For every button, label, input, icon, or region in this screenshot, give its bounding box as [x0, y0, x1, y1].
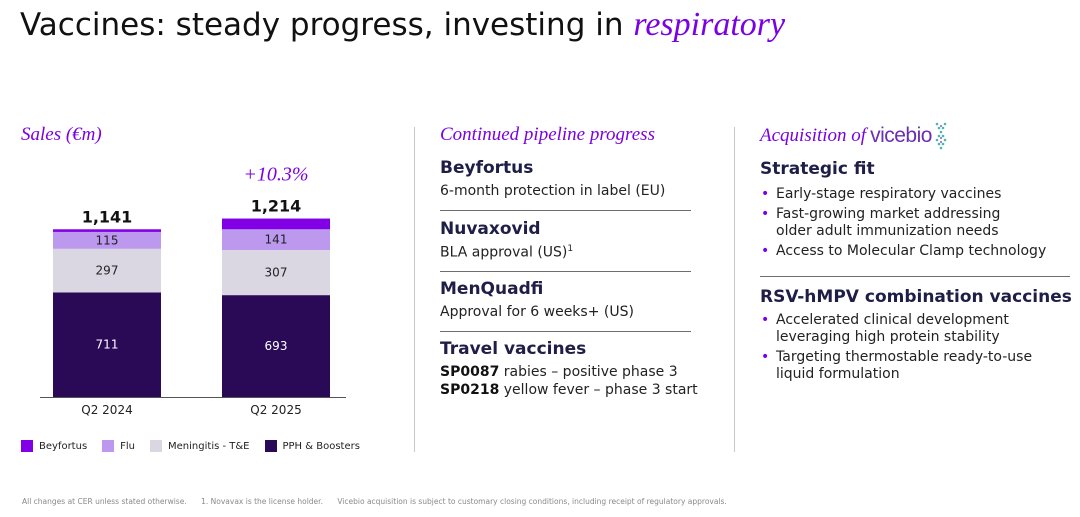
- pipeline-item-menquadfi: MenQuadfi Approval for 6 weeks+ (US): [440, 279, 691, 320]
- pipeline-title: Continued pipeline progress: [440, 124, 655, 145]
- vicebio-logo-text: vicebio: [870, 124, 932, 147]
- list-item: • Fast-growing market addressing older ad…: [760, 206, 1070, 240]
- rsv-list: • Accelerated clinical development levera…: [760, 312, 1070, 386]
- bar-segment: [222, 229, 330, 250]
- strategic-fit-list: • Early-stage respiratory vaccines • Fast-…: [760, 186, 1070, 263]
- list-item: • Early-stage respiratory vaccines: [760, 186, 1070, 203]
- list-item-text: Targeting thermostable ready-to-use liqu…: [776, 349, 1033, 382]
- bar-segment: [53, 248, 161, 293]
- acquisition-separator: [760, 276, 1070, 277]
- bar-segment: [53, 229, 161, 232]
- bar-segment: [222, 218, 330, 230]
- bar-segment: [53, 292, 161, 397]
- bullet-icon: •: [761, 186, 770, 202]
- pipeline-item-name: Travel vaccines: [440, 339, 587, 359]
- total-label: 1,141: [82, 207, 133, 226]
- legend-swatch: [150, 440, 163, 452]
- list-item-text: Early-stage respiratory vaccines: [776, 186, 1002, 202]
- page-title-accent: respiratory: [633, 6, 786, 43]
- dna-helix-icon: [935, 122, 947, 150]
- pipeline-separator: [440, 331, 691, 332]
- travel-text: yellow fever – phase 3 start: [499, 382, 698, 398]
- pipeline-item-name: Beyfortus: [440, 158, 534, 178]
- pipeline-item-nuvaxovid: Nuvaxovid BLA approval (US)1: [440, 219, 691, 261]
- footnote-marker: 1: [567, 244, 574, 254]
- pipeline-item-desc: BLA approval (US)1: [440, 244, 691, 261]
- pipeline-separator: [440, 210, 691, 211]
- footer-note: All changes at CER unless stated otherwi…: [22, 497, 187, 506]
- segment-label: 307: [265, 266, 288, 280]
- footer-note: Vicebio acquisition is subject to custom…: [337, 497, 727, 506]
- legend-label: Meningitis - T&E: [168, 440, 250, 452]
- category-label: Q2 2025: [250, 403, 301, 417]
- pipeline-item-beyfortus: Beyfortus 6-month protection in label (E…: [440, 158, 691, 199]
- acquisition-title-text: Acquisition of: [760, 125, 867, 146]
- segment-label: 693: [265, 339, 288, 353]
- legend-item: Flu: [102, 440, 135, 452]
- legend-item: PPH & Boosters: [264, 440, 360, 452]
- segment-label: 115: [96, 233, 119, 247]
- segment-label: 141: [265, 233, 288, 247]
- bar-segment: [222, 295, 330, 397]
- chart-bars: [40, 218, 346, 398]
- legend-item: Beyfortus: [21, 440, 87, 452]
- pipeline-item-travel: Travel vaccines SP0087 rabies – positive…: [440, 339, 698, 399]
- travel-line: SP0218 yellow fever – phase 3 start: [440, 381, 698, 399]
- category-label: Q2 2024: [81, 403, 132, 417]
- pipeline-separator: [440, 271, 691, 272]
- legend-swatch: [102, 440, 115, 452]
- travel-line: SP0087 rabies – positive phase 3: [440, 363, 691, 381]
- bullet-icon: •: [761, 206, 770, 222]
- legend-swatch: [264, 440, 277, 452]
- legend-swatch: [21, 440, 33, 452]
- footer-note: 1. Novavax is the license holder.: [201, 497, 323, 506]
- list-item: • Targeting thermostable ready-to-use liq…: [760, 349, 1070, 383]
- travel-text: rabies – positive phase 3: [499, 364, 678, 380]
- list-item-text: Access to Molecular Clamp technology: [776, 243, 1047, 259]
- list-item: • Access to Molecular Clamp technology: [760, 243, 1070, 260]
- list-item-text: Accelerated clinical development leverag…: [776, 312, 1009, 345]
- legend-label: Beyfortus: [39, 440, 88, 452]
- segment-label: 297: [96, 264, 119, 278]
- page-title-main: Vaccines: steady progress, investing in: [20, 7, 634, 43]
- pipeline-item-name: MenQuadfi: [440, 279, 544, 299]
- footer-notes: All changes at CER unless stated otherwi…: [22, 497, 739, 506]
- list-item-text: Fast-growing market addressing older adu…: [776, 206, 1001, 239]
- strategic-fit-heading: Strategic fit: [760, 159, 875, 179]
- pipeline-item-desc: 6-month protection in label (EU): [440, 183, 666, 199]
- segment-label: 711: [96, 338, 119, 352]
- pipeline-item-desc-text: BLA approval (US): [440, 244, 568, 261]
- bullet-icon: •: [761, 243, 770, 259]
- pipeline-item-name: Nuvaxovid: [440, 219, 541, 239]
- bar-segment: [53, 231, 161, 249]
- rsv-heading: RSV-hMPV combination vaccines: [760, 287, 1072, 307]
- column-divider-1: [414, 127, 415, 452]
- legend-label: PPH & Boosters: [282, 440, 360, 452]
- list-item: • Accelerated clinical development levera…: [760, 312, 1070, 346]
- pipeline-item-desc: Approval for 6 weeks+ (US): [440, 304, 634, 320]
- total-label: 1,214: [251, 197, 302, 216]
- bar-segment: [222, 250, 330, 296]
- sales-chart: 711 297 115 1,141 Q2 2024 693 307 141 1,214 Q2 20…: [40, 164, 346, 417]
- acquisition-title: Acquisition of vicebio: [760, 121, 948, 151]
- page-title: Vaccines: steady progress, investing in …: [20, 6, 785, 44]
- sales-title: Sales (€m): [21, 124, 102, 145]
- chart-legend: Beyfortus Flu Meningitis - T&E PPH & Booste…: [21, 440, 375, 452]
- bullet-icon: •: [761, 349, 770, 365]
- travel-code: SP0087: [440, 364, 500, 380]
- vicebio-logo: vicebio: [870, 121, 948, 151]
- change-label: +10.3%: [243, 164, 308, 186]
- chart-labels: 711 297 115 1,141 Q2 2024 693 307 141 1,214 Q2 20…: [81, 164, 308, 417]
- legend-item: Meningitis - T&E: [150, 440, 250, 452]
- legend-label: Flu: [120, 440, 136, 452]
- travel-code: SP0218: [440, 382, 500, 398]
- bullet-icon: •: [761, 312, 770, 328]
- column-divider-2: [734, 127, 735, 452]
